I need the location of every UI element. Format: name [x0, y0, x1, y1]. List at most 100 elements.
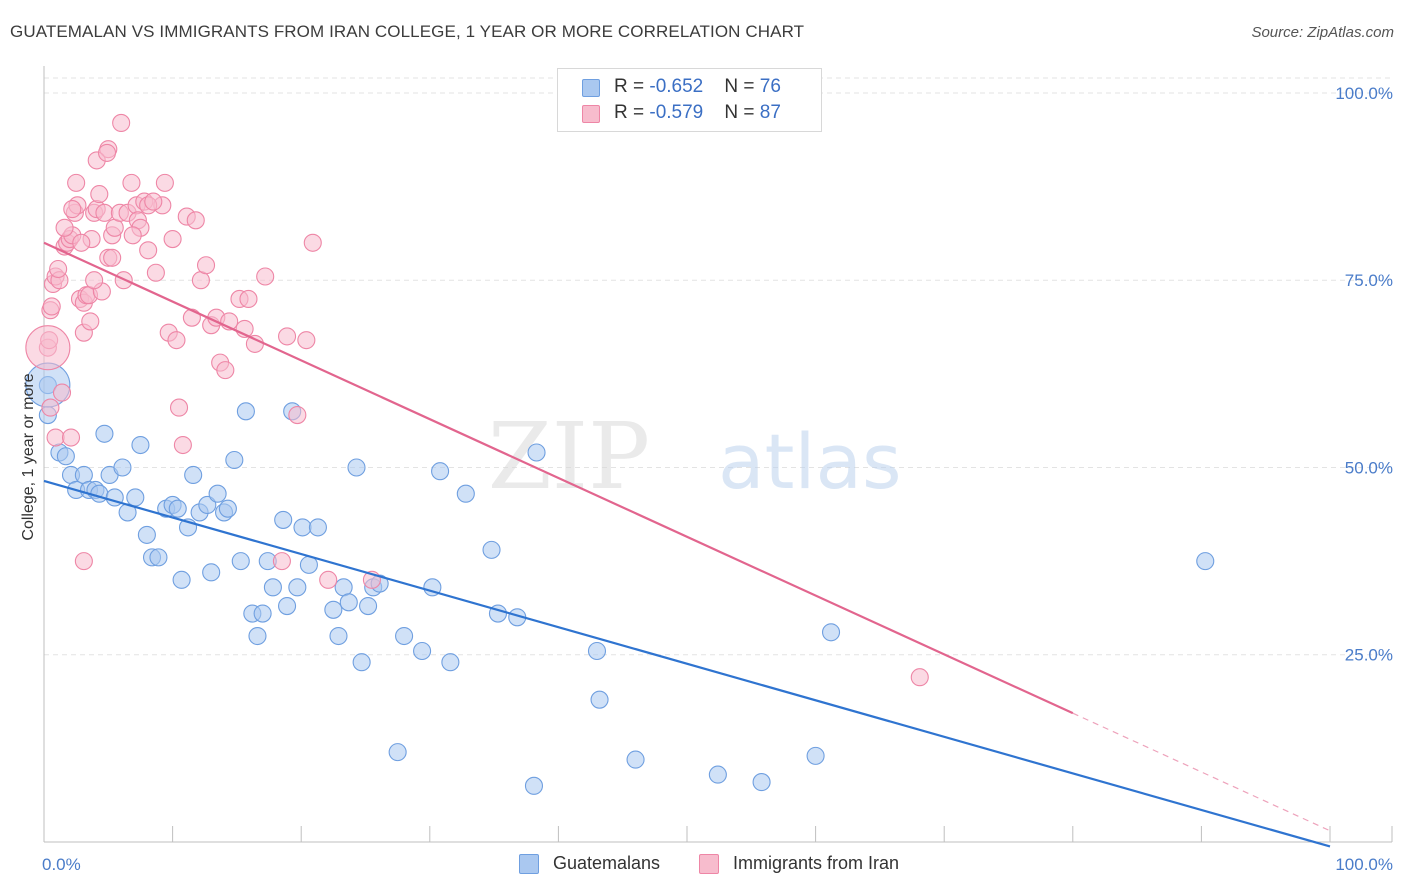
- y-tick-label: 75.0%: [1345, 271, 1393, 290]
- data-point: [278, 597, 297, 616]
- y-tick-label: 25.0%: [1345, 646, 1393, 665]
- r-value: -0.579: [649, 102, 704, 123]
- y-tick-label: 50.0%: [1345, 458, 1393, 477]
- data-point: [173, 435, 192, 455]
- data-point: [74, 552, 93, 571]
- watermark-atlas: atlas: [718, 417, 902, 506]
- data-point: [95, 424, 114, 443]
- data-point: [278, 327, 297, 346]
- x-tick-label-max: 100.0%: [1335, 855, 1393, 874]
- data-point: [155, 173, 174, 192]
- data-point: [55, 218, 74, 237]
- data-point: [388, 743, 407, 762]
- y-axis-label: College, 1 year or more: [20, 373, 37, 540]
- data-point: [196, 256, 216, 275]
- legend-label: Guatemalans: [553, 853, 661, 873]
- data-point: [208, 484, 227, 503]
- series-guatemalans: [25, 362, 1215, 795]
- data-point: [263, 578, 282, 597]
- data-point: [527, 443, 546, 462]
- data-point: [52, 383, 72, 402]
- data-point: [395, 626, 414, 646]
- data-point: [112, 113, 131, 132]
- data-point: [56, 447, 75, 466]
- axis-labels: College, 1 year or more 0.0% 100.0% 25.0…: [20, 84, 1393, 874]
- data-point: [168, 499, 187, 518]
- data-point: [172, 570, 191, 589]
- data-point: [90, 484, 109, 503]
- data-point: [163, 229, 182, 249]
- data-point: [236, 402, 255, 421]
- data-point: [272, 552, 291, 571]
- data-point: [303, 233, 322, 252]
- data-point: [144, 192, 163, 211]
- data-point: [806, 746, 825, 765]
- data-point: [97, 143, 117, 162]
- data-point: [231, 552, 250, 571]
- data-point: [253, 604, 272, 623]
- data-point: [245, 334, 264, 353]
- data-point: [146, 263, 165, 282]
- data-point: [90, 185, 109, 204]
- data-point: [1196, 552, 1215, 571]
- data-point: [126, 488, 145, 507]
- data-point: [186, 211, 205, 230]
- n-label: N =: [724, 102, 760, 123]
- data-point: [103, 248, 122, 267]
- data-point: [441, 653, 460, 672]
- data-point: [413, 641, 432, 661]
- legend-swatch-iran: [699, 854, 719, 874]
- y-tick-label: 100.0%: [1335, 84, 1393, 103]
- data-point: [95, 203, 114, 222]
- data-point: [41, 398, 60, 417]
- data-point: [202, 563, 221, 582]
- correlation-stats-box: R = -0.652 N = 76 R = -0.579 N = 87: [557, 68, 822, 132]
- data-point: [274, 510, 293, 529]
- data-point: [184, 465, 203, 485]
- data-point: [456, 484, 475, 503]
- r-label: R =: [614, 102, 650, 123]
- watermark: ZIP atlas: [488, 403, 902, 510]
- data-point: [524, 776, 544, 795]
- data-point: [169, 398, 189, 417]
- trend-line-iran: [43, 241, 1074, 715]
- data-point: [182, 308, 201, 327]
- data-point: [352, 653, 371, 672]
- data-point-large: [25, 325, 71, 371]
- data-point: [113, 458, 132, 477]
- data-point: [239, 289, 258, 309]
- data-point: [123, 226, 142, 245]
- data-point: [324, 600, 343, 619]
- data-point: [137, 525, 156, 544]
- data-point: [626, 750, 645, 769]
- r-value: -0.652: [649, 76, 704, 97]
- data-point: [359, 597, 378, 616]
- data-point: [308, 518, 327, 537]
- r-label: R =: [614, 76, 650, 97]
- data-point: [74, 465, 93, 485]
- data-point: [67, 173, 86, 192]
- data-point: [431, 462, 450, 481]
- data-point: [910, 668, 929, 687]
- data-point: [225, 450, 244, 470]
- data-point: [218, 499, 237, 518]
- data-point: [122, 173, 141, 192]
- data-point: [329, 626, 348, 646]
- data-point: [105, 218, 124, 237]
- trend-line-extension-iran: [1072, 712, 1331, 832]
- legend-swatch-guatemalans: [519, 854, 539, 874]
- watermark-zip: ZIP: [488, 403, 650, 510]
- x-tick-label-min: 0.0%: [42, 855, 81, 874]
- n-value: 87: [759, 102, 781, 123]
- data-point: [708, 765, 727, 784]
- data-point: [347, 458, 366, 477]
- data-point: [334, 578, 353, 597]
- data-point: [590, 690, 609, 709]
- data-point: [482, 540, 501, 559]
- data-point: [293, 518, 312, 537]
- data-point: [191, 271, 210, 290]
- data-point: [198, 495, 217, 514]
- data-point: [587, 641, 607, 661]
- data-point: [131, 435, 150, 455]
